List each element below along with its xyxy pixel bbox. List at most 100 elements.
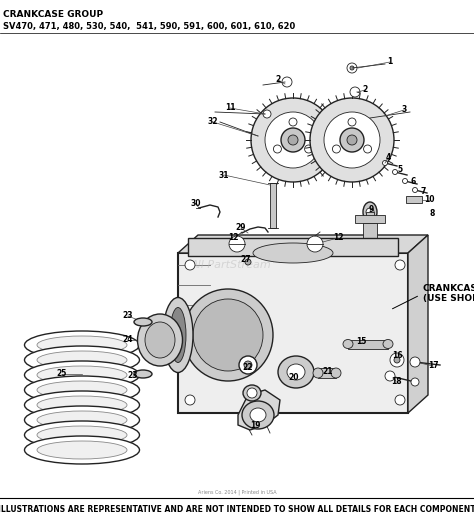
- Circle shape: [247, 388, 257, 398]
- Text: 12: 12: [228, 233, 238, 243]
- Ellipse shape: [37, 411, 127, 429]
- Text: 20: 20: [289, 373, 299, 382]
- Ellipse shape: [183, 289, 273, 381]
- Ellipse shape: [383, 339, 393, 348]
- Circle shape: [350, 66, 354, 70]
- Text: CRANKCASE GROUP: CRANKCASE GROUP: [3, 10, 103, 19]
- Circle shape: [265, 112, 321, 168]
- Ellipse shape: [137, 314, 182, 366]
- Text: 32: 32: [208, 118, 218, 127]
- Ellipse shape: [25, 331, 139, 359]
- Ellipse shape: [253, 243, 333, 263]
- Text: 1: 1: [387, 58, 392, 66]
- Ellipse shape: [25, 436, 139, 464]
- Ellipse shape: [25, 406, 139, 434]
- Circle shape: [244, 361, 252, 369]
- Circle shape: [332, 145, 340, 153]
- Text: Ariens Co. 2014 | Printed in USA: Ariens Co. 2014 | Printed in USA: [198, 490, 276, 495]
- Text: 6: 6: [410, 176, 416, 186]
- Text: 3: 3: [401, 106, 407, 115]
- Ellipse shape: [243, 385, 261, 401]
- Text: ILLUSTRATIONS ARE REPRESENTATIVE AND ARE NOT INTENDED TO SHOW ALL DETAILS FOR EA: ILLUSTRATIONS ARE REPRESENTATIVE AND ARE…: [0, 506, 474, 515]
- Text: 18: 18: [391, 377, 401, 385]
- Text: 21: 21: [323, 368, 333, 377]
- Ellipse shape: [250, 408, 266, 422]
- Text: 24: 24: [123, 335, 133, 345]
- Bar: [355, 215, 385, 223]
- Circle shape: [282, 77, 292, 87]
- Text: 12: 12: [333, 233, 343, 243]
- Bar: [406, 196, 422, 203]
- Ellipse shape: [37, 426, 127, 444]
- Ellipse shape: [170, 308, 186, 362]
- Circle shape: [383, 161, 388, 165]
- Circle shape: [348, 118, 356, 126]
- Text: 11: 11: [225, 104, 235, 112]
- Circle shape: [310, 98, 394, 182]
- Circle shape: [411, 378, 419, 386]
- Bar: [366, 212, 374, 247]
- Bar: [363, 223, 377, 241]
- Bar: [318, 368, 336, 378]
- Ellipse shape: [313, 368, 323, 378]
- Ellipse shape: [25, 391, 139, 419]
- Circle shape: [324, 112, 380, 168]
- Circle shape: [245, 259, 251, 265]
- Circle shape: [273, 145, 282, 153]
- Ellipse shape: [278, 356, 314, 388]
- Circle shape: [185, 395, 195, 405]
- Circle shape: [229, 236, 245, 252]
- Circle shape: [185, 260, 195, 270]
- Circle shape: [402, 178, 408, 184]
- Text: 9: 9: [368, 206, 374, 214]
- Text: 25: 25: [57, 370, 67, 379]
- Circle shape: [385, 371, 395, 381]
- Circle shape: [350, 87, 360, 97]
- Polygon shape: [178, 235, 428, 253]
- Circle shape: [263, 110, 271, 118]
- Text: 17: 17: [428, 361, 438, 370]
- Circle shape: [288, 135, 298, 145]
- Ellipse shape: [134, 318, 152, 326]
- Text: CRANKCASE: CRANKCASE: [423, 284, 474, 293]
- Ellipse shape: [331, 368, 341, 378]
- Text: 15: 15: [356, 337, 366, 347]
- Ellipse shape: [134, 370, 152, 378]
- Text: 4: 4: [385, 153, 391, 163]
- Bar: [178, 253, 408, 413]
- Text: 2: 2: [275, 75, 281, 85]
- Text: 7: 7: [420, 188, 426, 197]
- Text: 27: 27: [241, 256, 251, 265]
- Polygon shape: [408, 235, 428, 413]
- Ellipse shape: [37, 381, 127, 399]
- Ellipse shape: [242, 401, 274, 429]
- Text: 5: 5: [397, 165, 402, 175]
- Bar: [188, 238, 398, 256]
- Circle shape: [340, 128, 364, 152]
- Circle shape: [364, 145, 372, 153]
- Text: 23: 23: [123, 312, 133, 321]
- Circle shape: [289, 118, 297, 126]
- Text: 30: 30: [191, 199, 201, 209]
- Ellipse shape: [25, 346, 139, 374]
- Ellipse shape: [25, 421, 139, 449]
- Bar: [348, 340, 388, 349]
- Text: SV470, 471, 480, 530, 540,  541, 590, 591, 600, 601, 610, 620: SV470, 471, 480, 530, 540, 541, 590, 591…: [3, 22, 295, 31]
- Text: (USE SHORT BLOCK): (USE SHORT BLOCK): [423, 294, 474, 303]
- Circle shape: [394, 357, 400, 363]
- Polygon shape: [238, 390, 280, 430]
- Circle shape: [392, 169, 398, 175]
- Text: 31: 31: [219, 170, 229, 179]
- Ellipse shape: [145, 322, 175, 358]
- Ellipse shape: [193, 299, 263, 371]
- Bar: [270, 183, 276, 228]
- Ellipse shape: [37, 441, 127, 459]
- Circle shape: [347, 135, 357, 145]
- Ellipse shape: [37, 396, 127, 414]
- Circle shape: [305, 145, 312, 153]
- Text: 2: 2: [363, 85, 368, 95]
- Circle shape: [395, 395, 405, 405]
- Circle shape: [390, 353, 404, 367]
- Ellipse shape: [163, 298, 193, 372]
- Ellipse shape: [37, 351, 127, 369]
